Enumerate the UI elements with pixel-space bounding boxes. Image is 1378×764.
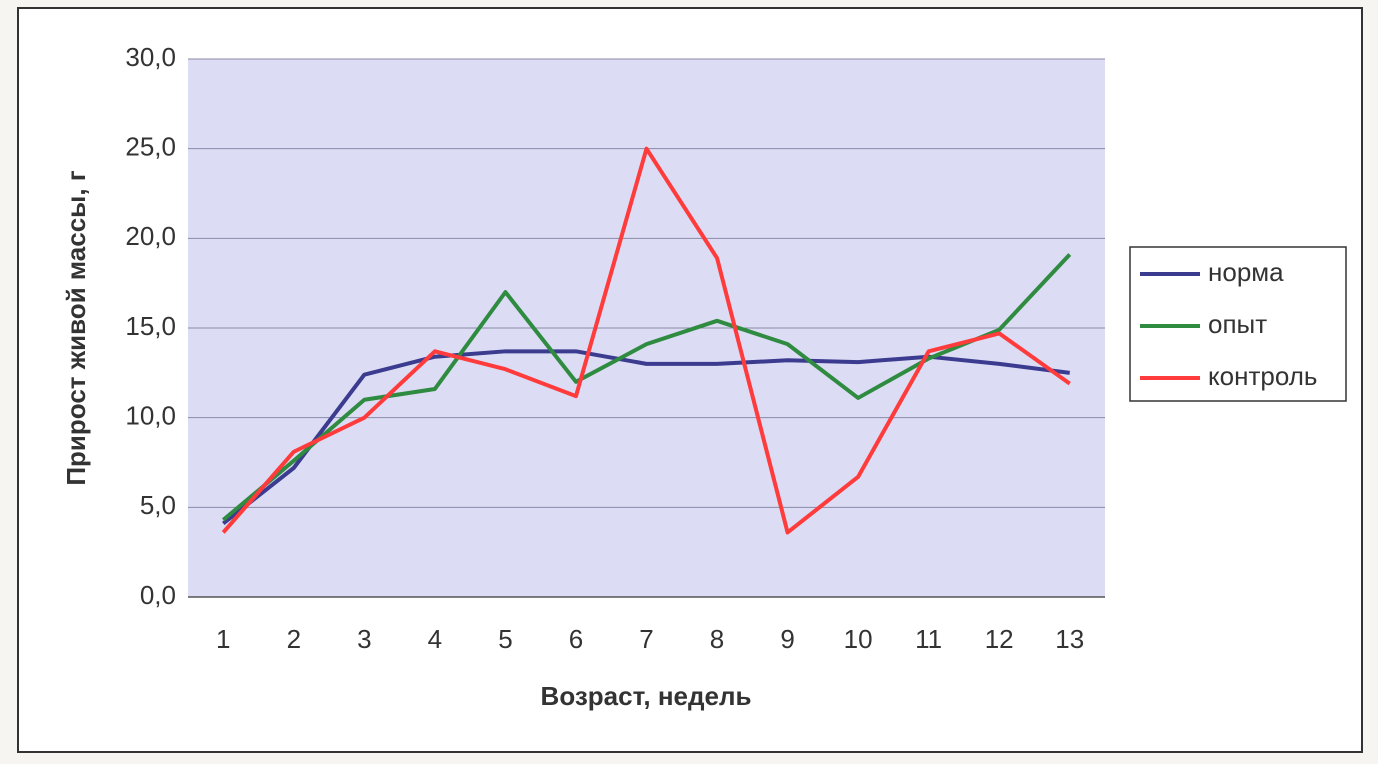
legend-label: норма	[1208, 257, 1284, 287]
x-axis-title: Возраст, недель	[541, 681, 752, 711]
y-tick-label: 25,0	[125, 132, 176, 162]
series-line	[221, 146, 1071, 535]
x-tick-label: 12	[985, 624, 1014, 654]
legend-label: контроль	[1208, 361, 1317, 391]
x-tick-label: 1	[216, 624, 230, 654]
y-tick-label: 20,0	[125, 221, 176, 251]
x-tick-label: 4	[428, 624, 442, 654]
x-tick-label: 2	[287, 624, 301, 654]
x-tick-label: 13	[1055, 624, 1084, 654]
y-tick-label: 10,0	[125, 401, 176, 431]
y-tick-label: 5,0	[140, 490, 176, 520]
x-tick-label: 6	[569, 624, 583, 654]
x-tick-label: 3	[357, 624, 371, 654]
x-tick-label: 11	[915, 624, 942, 654]
x-tick-label: 5	[498, 624, 512, 654]
x-tick-label: 7	[639, 624, 653, 654]
x-tick-label: 10	[844, 624, 873, 654]
y-tick-label: 15,0	[125, 311, 176, 341]
x-tick-label: 9	[780, 624, 794, 654]
y-tick-label: 0,0	[140, 580, 176, 610]
legend-label: опыт	[1208, 309, 1267, 339]
series-line	[221, 253, 1072, 522]
y-axis-title: Прирост живой массы, г	[61, 170, 91, 485]
x-tick-label: 8	[710, 624, 724, 654]
y-tick-label: 30,0	[125, 42, 176, 72]
